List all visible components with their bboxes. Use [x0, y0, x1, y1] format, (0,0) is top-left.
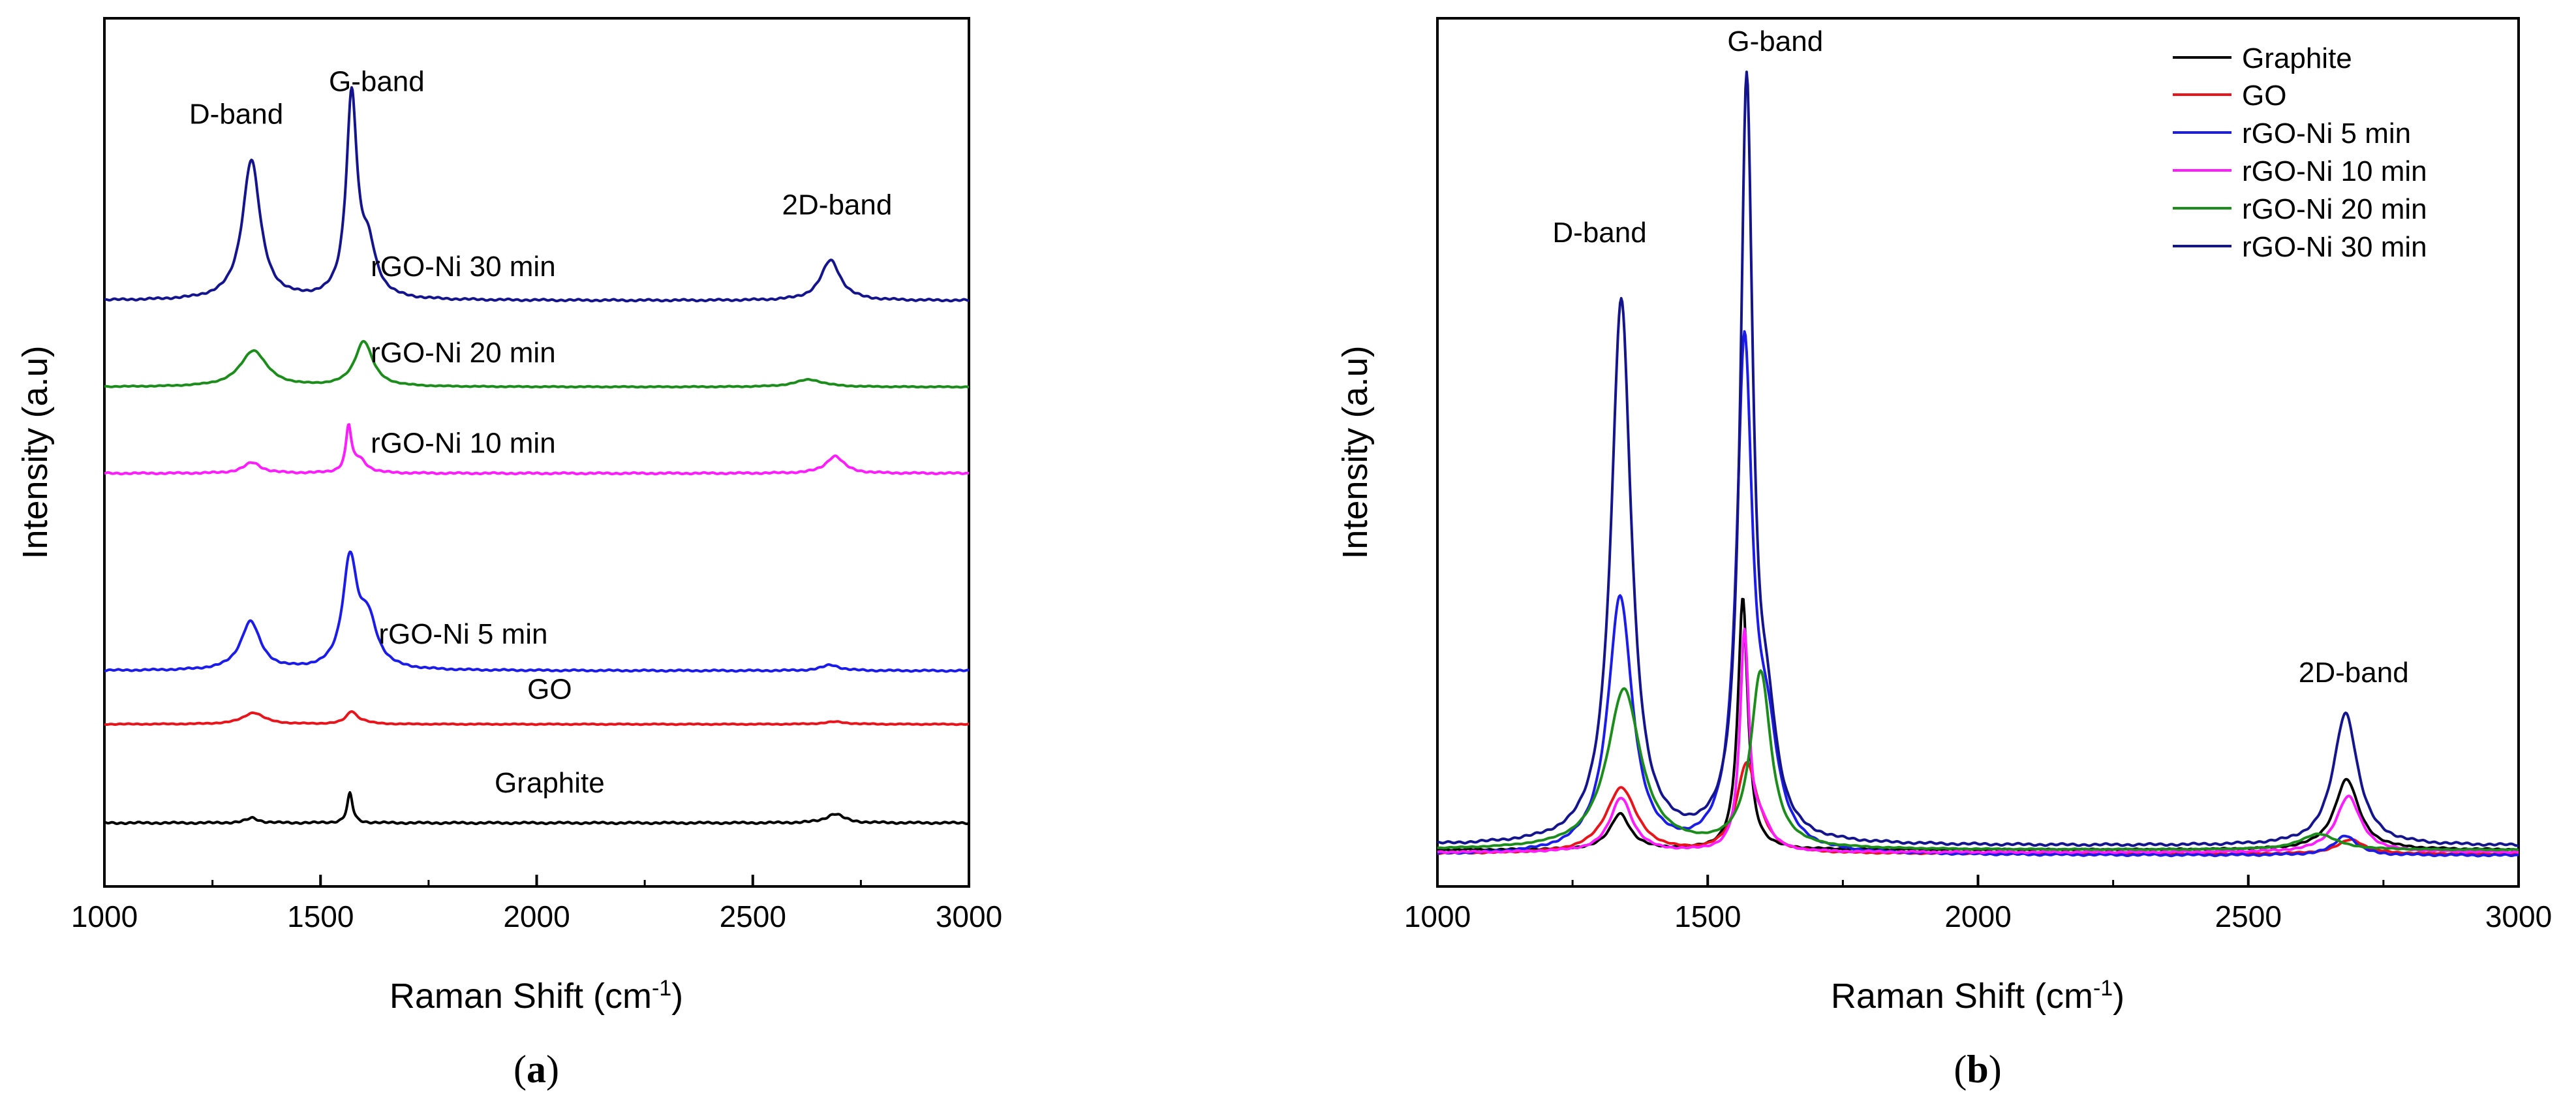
legend-label-graphite: Graphite	[2242, 42, 2352, 74]
xtick-label-2500-b: 2500	[2215, 900, 2282, 933]
legend-label-rgo-ni-20-min: rGO-Ni 20 min	[2242, 193, 2427, 225]
legend-item-rgo-ni-20-min: rGO-Ni 20 min	[2173, 193, 2427, 225]
series-group-a	[104, 86, 970, 826]
annotation-rgo-ni-10-min-a: rGO-Ni 10 min	[371, 428, 556, 460]
annotation-go-a: GO	[527, 673, 572, 705]
series-line-graphite-a	[104, 791, 970, 826]
legend-item-rgo-ni-10-min: rGO-Ni 10 min	[2173, 155, 2427, 187]
xtick-label-1500-b: 1500	[1674, 900, 1741, 933]
legend-item-rgo-ni-30-min: rGO-Ni 30 min	[2173, 231, 2427, 263]
xtick-label-2000-a: 2000	[503, 900, 570, 933]
panel-a: 1000 1500 2000 2500 3000 D-band G-band 2D-band…	[16, 17, 1002, 1091]
series-line-rgo-ni-5-min-a	[104, 550, 970, 673]
xtick-label-3000-a: 3000	[936, 900, 1002, 933]
panel-b: 1000 1500 2000 2500 3000 D-band G-band 2D-band…	[1336, 17, 2552, 1091]
annotation-rgo-ni-20-min-a: rGO-Ni 20 min	[371, 337, 556, 369]
xtick-label-3000-b: 3000	[2485, 900, 2552, 933]
annotation-g-band-b: G-band	[1727, 25, 1823, 57]
legend-item-graphite: Graphite	[2173, 42, 2352, 74]
annotation-2d-band-a: 2D-band	[782, 189, 893, 221]
xtick-label-2500-a: 2500	[720, 900, 786, 933]
xtick-label-1000-b: 1000	[1404, 900, 1471, 933]
xtick-label-2000-b: 2000	[1944, 900, 2011, 933]
legend-label-rgo-ni-10-min: rGO-Ni 10 min	[2242, 155, 2427, 187]
series-group-b	[1437, 70, 2519, 858]
xtick-group-a: 1000 1500 2000 2500 3000	[71, 875, 1002, 933]
legend: Graphite GO rGO-Ni 5 min rGO-Ni 10 min r…	[2173, 42, 2427, 263]
series-line-rgo-ni-10-min-a	[104, 423, 970, 476]
annotation-d-band-b: D-band	[1552, 217, 1646, 249]
annotation-graphite-a: Graphite	[495, 767, 605, 799]
legend-item-rgo-ni-5-min: rGO-Ni 5 min	[2173, 117, 2411, 149]
series-line-graphite-b	[1437, 597, 2519, 852]
legend-item-go: GO	[2173, 80, 2286, 112]
y-axis-title-b: Intensity (a.u)	[1336, 345, 1375, 559]
legend-label-rgo-ni-30-min: rGO-Ni 30 min	[2242, 231, 2427, 263]
xtick-label-1500-a: 1500	[287, 900, 354, 933]
annotation-group-b: D-band G-band 2D-band	[1552, 25, 2408, 689]
annotation-d-band-a: D-band	[189, 99, 283, 131]
series-line-rgo-ni-30-min-a	[104, 86, 970, 303]
xtick-group-b: 1000 1500 2000 2500 3000	[1404, 875, 2552, 933]
annotation-2d-band-b: 2D-band	[2299, 657, 2409, 689]
annotation-rgo-ni-5-min-a: rGO-Ni 5 min	[378, 618, 547, 650]
series-line-rgo-ni-20-min-b	[1437, 669, 2519, 852]
xtick-label-1000-a: 1000	[71, 900, 138, 933]
series-line-go-a	[104, 710, 970, 727]
annotation-rgo-ni-30-min-a: rGO-Ni 30 min	[371, 251, 556, 283]
caption-b: (b)	[1954, 1048, 2001, 1091]
x-axis-title-b: Raman Shift (cm-1)	[1831, 976, 2124, 1016]
annotation-g-band-a: G-band	[329, 65, 425, 97]
y-axis-title-a: Intensity (a.u)	[16, 345, 55, 559]
legend-label-rgo-ni-5-min: rGO-Ni 5 min	[2242, 117, 2411, 149]
series-line-rgo-ni-10-min-b	[1437, 627, 2519, 854]
series-line-rgo-ni-20-min-a	[104, 339, 970, 389]
series-line-rgo-ni-5-min-b	[1437, 330, 2519, 858]
annotation-group-a: D-band G-band 2D-band rGO-Ni 30 min rGO-Ni 2…	[189, 65, 892, 799]
legend-label-go: GO	[2242, 80, 2286, 112]
x-axis-title-a: Raman Shift (cm-1)	[390, 976, 683, 1016]
caption-a: (a)	[514, 1048, 559, 1091]
series-line-rgo-ni-30-min-b	[1437, 70, 2519, 847]
